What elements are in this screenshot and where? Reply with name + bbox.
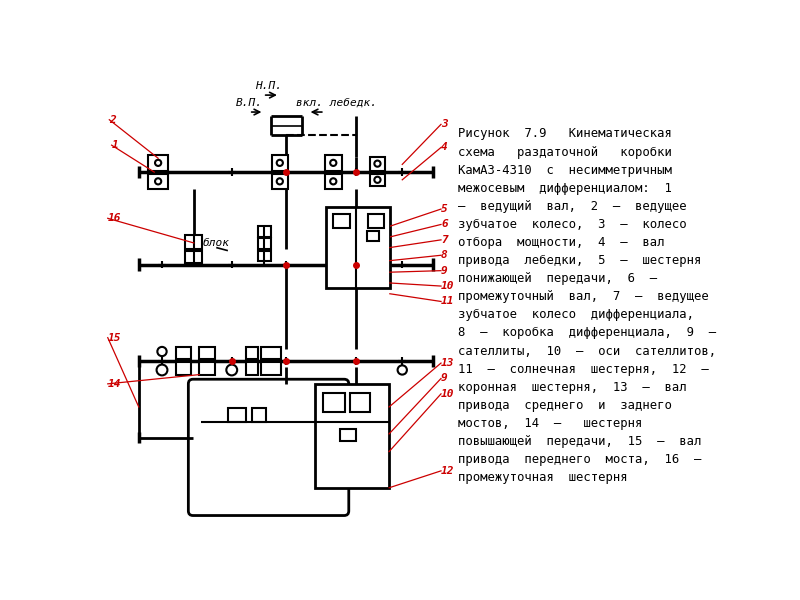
Text: 11: 11 [441,296,454,307]
Bar [148,173,168,189]
Text: привода  среднего  и  заднего: привода среднего и заднего [458,399,672,412]
Text: коронная  шестерня,  13  –  вал: коронная шестерня, 13 – вал [458,381,686,394]
Text: Рисунок  7.9   Кинематическая: Рисунок 7.9 Кинематическая [458,127,672,140]
Bar [176,362,191,374]
Text: 6: 6 [441,220,448,229]
Text: 4: 4 [441,142,448,152]
Bar [370,157,386,170]
Bar [350,393,370,412]
Text: В.П.: В.П. [236,98,263,108]
Text: 12: 12 [441,466,454,476]
Bar [366,230,379,241]
Text: 8: 8 [441,250,448,260]
Text: повышающей  передачи,  15  –  вал: повышающей передачи, 15 – вал [458,435,702,448]
Bar [199,347,214,359]
Text: КамАЗ-4310  с  несимметричным: КамАЗ-4310 с несимметричным [458,164,672,176]
Text: 11  –  солнечная  шестерня,  12  –: 11 – солнечная шестерня, 12 – [458,362,709,376]
Circle shape [158,347,166,356]
Text: 7: 7 [441,235,448,245]
Bar [272,155,287,170]
Text: зубчатое  колесо,  3  –  колесо: зубчатое колесо, 3 – колесо [458,218,686,231]
Text: 5: 5 [441,204,448,214]
Text: 2: 2 [110,115,116,125]
Bar [246,362,258,374]
Text: отбора  мощности,  4  –  вал: отбора мощности, 4 – вал [458,236,665,249]
Text: 10: 10 [441,389,454,399]
Bar [326,207,390,287]
Text: 14: 14 [108,379,122,389]
Circle shape [157,365,167,376]
Bar [258,226,270,237]
Text: мостов,  14  –   шестерня: мостов, 14 – шестерня [458,417,642,430]
Text: 3: 3 [441,119,448,130]
Bar [186,251,202,263]
Text: –  ведущий  вал,  2  –  ведущее: – ведущий вал, 2 – ведущее [458,200,686,213]
Bar [262,347,282,359]
Bar [246,347,258,359]
Circle shape [155,160,162,166]
Text: вкл. лебедк.: вкл. лебедк. [296,98,377,108]
Bar [252,409,266,422]
Text: 8  –  коробка  дифференциала,  9  –: 8 – коробка дифференциала, 9 – [458,326,716,340]
Text: 9: 9 [441,266,448,275]
Circle shape [398,365,407,374]
Text: зубчатое  колесо  дифференциала,: зубчатое колесо дифференциала, [458,308,694,322]
Circle shape [226,365,237,376]
Bar [325,173,342,189]
Bar [258,251,270,262]
Circle shape [277,178,283,184]
Text: 1: 1 [112,140,118,150]
Text: схема   раздаточной   коробки: схема раздаточной коробки [458,146,672,158]
Circle shape [330,160,336,166]
Bar [333,214,350,229]
Text: Н.П.: Н.П. [255,81,282,91]
Text: 9: 9 [441,373,448,383]
Bar [258,238,270,249]
Text: промежуточная  шестерня: промежуточная шестерня [458,471,628,484]
Circle shape [374,177,381,183]
Bar [315,384,389,488]
Bar [323,393,345,412]
Circle shape [330,178,336,184]
Text: 13: 13 [441,358,454,368]
Bar [199,362,214,374]
Circle shape [277,160,283,166]
Circle shape [374,161,381,167]
Text: привода  лебедки,  5  –  шестерня: привода лебедки, 5 – шестерня [458,254,702,267]
Bar [272,173,287,189]
Bar [368,214,384,229]
Text: сателлиты,  10  –  оси  сателлитов,: сателлиты, 10 – оси сателлитов, [458,344,716,358]
Bar [176,347,191,359]
Text: привода  переднего  моста,  16  –: привода переднего моста, 16 – [458,453,702,466]
Text: межосевым  дифференциалом:  1: межосевым дифференциалом: 1 [458,182,672,195]
Bar [262,362,282,374]
Text: блок: блок [202,238,230,248]
Bar [340,428,356,441]
Text: промежуточный  вал,  7  –  ведущее: промежуточный вал, 7 – ведущее [458,290,709,303]
Bar [186,235,202,249]
Bar [325,155,342,170]
Circle shape [155,178,162,184]
Bar [370,173,386,186]
Bar [228,409,246,422]
Text: понижающей  передачи,  6  –: понижающей передачи, 6 – [458,272,657,285]
Text: 16: 16 [108,213,122,223]
Text: 10: 10 [441,281,454,291]
Text: 15: 15 [108,332,122,343]
Bar [148,155,168,170]
